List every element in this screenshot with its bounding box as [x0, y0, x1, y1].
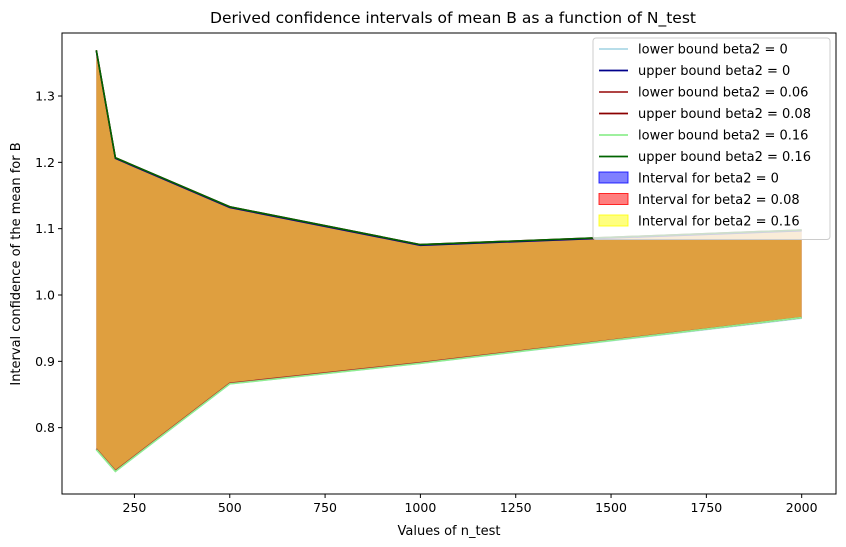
y-tick-label: 1.0 [35, 288, 55, 303]
plot-frame [61, 32, 837, 495]
series-line-5 [95, 50, 802, 246]
legend-box [592, 37, 831, 240]
x-tick-label: 1500 [595, 500, 627, 515]
legend-label: upper bound beta2 = 0.08 [638, 107, 811, 122]
x-tick-label: 250 [123, 500, 147, 515]
interval-fill-2 [96, 50, 802, 472]
plot-area: 250 500 750 1000 1250 1500 1750 2000 0.8 0.9 1.0 1.… [35, 32, 837, 515]
legend-label: upper bound beta2 = 0.16 [638, 150, 811, 165]
legend-label: Interval for beta2 = 0 [638, 172, 779, 187]
series-line-4 [95, 316, 802, 473]
y-tick-label: 1.1 [35, 221, 55, 236]
y-tick-label: 0.8 [35, 420, 55, 435]
legend-label: lower bound beta2 = 0.06 [638, 86, 808, 101]
y-tick-label: 0.9 [35, 354, 55, 369]
x-tick-label: 750 [313, 500, 337, 515]
x-tick-label: 1250 [500, 500, 532, 515]
y-tick-label: 1.2 [35, 155, 55, 170]
x-tick-label: 500 [218, 500, 242, 515]
x-axis-label: Values of n_test [398, 524, 501, 539]
x-tick-label: 2000 [786, 500, 818, 515]
chart-title: Derived confidence intervals of mean B a… [210, 9, 696, 28]
y-axis-label: Interval confidence of the mean for B [9, 142, 24, 385]
legend-label: Interval for beta2 = 0.08 [638, 193, 800, 208]
legend-patch-swatch [598, 193, 629, 205]
legend-patch-swatch [598, 171, 629, 184]
x-tick-label: 1750 [690, 500, 722, 515]
legend-label: lower bound beta2 = 0.16 [638, 129, 808, 144]
legend-label: lower bound beta2 = 0 [638, 43, 788, 58]
legend-label: upper bound beta2 = 0 [638, 64, 790, 79]
x-tick-label: 1000 [404, 500, 436, 515]
y-tick-label: 1.3 [35, 89, 55, 104]
legend-label: Interval for beta2 = 0.16 [638, 215, 800, 230]
legend-patch-swatch [598, 214, 629, 227]
